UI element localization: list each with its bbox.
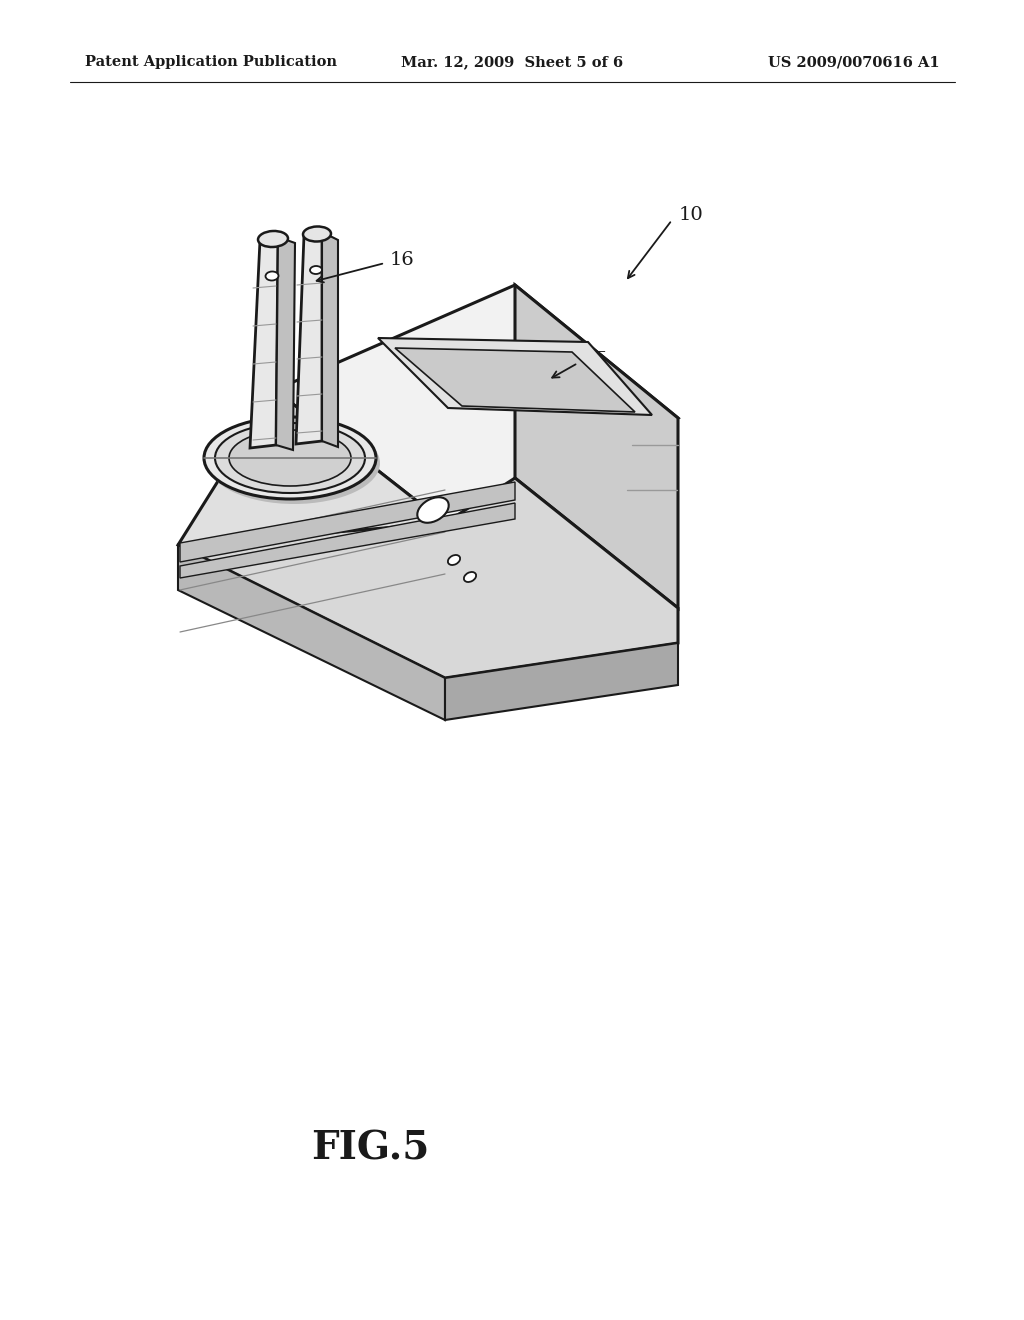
Polygon shape (395, 348, 635, 412)
Polygon shape (378, 338, 652, 414)
Text: 10: 10 (679, 206, 703, 224)
Polygon shape (178, 389, 445, 678)
Ellipse shape (204, 417, 376, 499)
Polygon shape (276, 238, 295, 450)
Ellipse shape (258, 231, 288, 247)
Polygon shape (180, 482, 515, 562)
Ellipse shape (229, 430, 351, 486)
Polygon shape (178, 545, 445, 719)
Ellipse shape (208, 422, 380, 504)
Polygon shape (250, 238, 278, 447)
Text: 16: 16 (390, 251, 415, 269)
Text: FIG.5: FIG.5 (311, 1129, 429, 1167)
Text: Patent Application Publication: Patent Application Publication (85, 55, 337, 69)
Text: 15: 15 (584, 351, 608, 370)
Polygon shape (515, 285, 678, 609)
Ellipse shape (265, 272, 279, 281)
Polygon shape (275, 285, 678, 523)
Ellipse shape (418, 498, 449, 523)
Polygon shape (445, 643, 678, 719)
Ellipse shape (447, 554, 460, 565)
Text: Mar. 12, 2009  Sheet 5 of 6: Mar. 12, 2009 Sheet 5 of 6 (401, 55, 623, 69)
Polygon shape (296, 232, 322, 444)
Polygon shape (178, 478, 678, 678)
Ellipse shape (215, 422, 365, 492)
Ellipse shape (310, 267, 322, 275)
Polygon shape (180, 503, 515, 578)
Ellipse shape (303, 227, 331, 242)
Ellipse shape (464, 572, 476, 582)
Polygon shape (322, 232, 338, 447)
Text: US 2009/0070616 A1: US 2009/0070616 A1 (768, 55, 940, 69)
